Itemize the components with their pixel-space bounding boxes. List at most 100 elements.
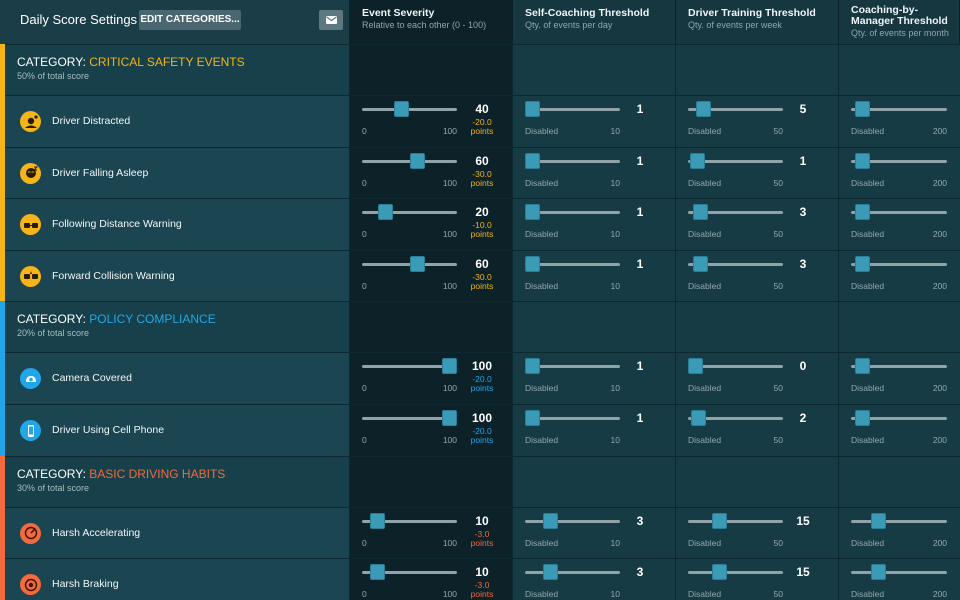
slider-max-label: 100 [442, 589, 457, 600]
slider-thumb[interactable] [688, 358, 703, 375]
driver-training-slider[interactable]: Disabled 50 [688, 203, 783, 243]
slider-max-label: 50 [773, 229, 783, 240]
slider-min-label: 0 [362, 537, 367, 548]
category-title: CATEGORY: CRITICAL SAFETY EVENTS [17, 55, 245, 69]
column-header-driver-training: Driver Training Threshold Qty. of events… [676, 0, 839, 44]
slider-min-label: Disabled [851, 229, 885, 240]
slider-thumb[interactable] [855, 358, 871, 375]
slider-thumb[interactable] [525, 255, 540, 272]
slider-thumb[interactable] [525, 152, 540, 169]
slider-thumb[interactable] [871, 512, 887, 529]
driver-training-slider[interactable]: Disabled 50 [688, 409, 783, 449]
slider-thumb[interactable] [370, 564, 385, 581]
slider-thumb[interactable] [542, 564, 558, 581]
slider-min-label: Disabled [688, 435, 722, 445]
slider-min-label: Disabled [525, 589, 559, 600]
self-coaching-slider[interactable]: Disabled 10 [525, 409, 620, 449]
slider-max-label: 50 [773, 589, 783, 600]
slider-thumb[interactable] [855, 255, 871, 272]
coaching-by-manager-slider[interactable]: Disabled 200 [851, 255, 947, 295]
category-accent-bar [0, 455, 5, 600]
self-coaching-slider[interactable]: Disabled 10 [525, 100, 620, 140]
driver-training-slider[interactable]: Disabled 50 [688, 152, 783, 192]
severity-value: 10 [475, 565, 489, 580]
self-coaching-slider[interactable]: Disabled 10 [525, 203, 620, 243]
points-delta: -3.0 points [464, 581, 500, 599]
coaching-by-manager-slider[interactable]: Disabled 200 [851, 512, 947, 552]
slider-track [688, 571, 783, 575]
edit-categories-button[interactable]: EDIT CATEGORIES... [139, 10, 241, 30]
event-row: Driver Distracted 0 100 40 -20.0 points Disabl… [0, 95, 960, 147]
coaching-by-manager-slider[interactable]: Disabled 200 [851, 357, 947, 397]
slider-thumb[interactable] [696, 101, 711, 117]
slider-thumb[interactable] [442, 410, 457, 426]
slider-thumb[interactable] [378, 204, 393, 221]
severity-slider[interactable]: 0 100 [362, 152, 457, 192]
slider-thumb[interactable] [525, 101, 540, 117]
driver-training-cell: Disabled 50 15 [676, 559, 839, 600]
slider-thumb[interactable] [525, 410, 540, 426]
slider-track [851, 211, 947, 215]
slider-thumb[interactable] [410, 152, 425, 169]
slider-thumb[interactable] [692, 255, 708, 272]
coaching-by-manager-slider[interactable]: Disabled 200 [851, 152, 947, 192]
category-title: CATEGORY: POLICY COMPLIANCE [17, 312, 216, 326]
driver-training-slider[interactable]: Disabled 50 [688, 563, 783, 600]
points-unit: points [470, 280, 494, 291]
category-header: CATEGORY: BASIC DRIVING HABITS 30% of tot… [0, 456, 350, 507]
slider-thumb[interactable] [689, 152, 705, 169]
severity-slider[interactable]: 0 100 [362, 512, 457, 552]
self-coaching-slider[interactable]: Disabled 10 [525, 563, 620, 600]
coaching-by-manager-slider[interactable]: Disabled 200 [851, 563, 947, 600]
coaching-by-manager-slider[interactable]: Disabled 200 [851, 203, 947, 243]
column-title: Driver Training Threshold [688, 7, 816, 19]
slider-thumb[interactable] [871, 564, 887, 581]
self-coaching-slider[interactable]: Disabled 10 [525, 357, 620, 397]
slider-thumb[interactable] [525, 204, 540, 221]
category-weight: 20% of total score [17, 328, 90, 339]
slider-thumb[interactable] [442, 358, 457, 375]
slider-thumb[interactable] [855, 410, 871, 426]
self-coaching-slider[interactable]: Disabled 10 [525, 512, 620, 552]
coaching-by-manager-slider[interactable]: Disabled 200 [851, 409, 947, 449]
event-label: Camera Covered [52, 372, 132, 385]
severity-slider[interactable]: 0 100 [362, 100, 457, 140]
slider-track [362, 365, 457, 369]
category-empty-cell [839, 456, 960, 507]
severity-slider[interactable]: 0 100 [362, 357, 457, 397]
severity-value: 40 [475, 102, 489, 116]
slider-thumb[interactable] [394, 101, 409, 117]
driver-training-slider[interactable]: Disabled 50 [688, 357, 783, 397]
severity-slider[interactable]: 0 100 [362, 563, 457, 600]
slider-thumb[interactable] [855, 152, 871, 169]
driver-training-slider[interactable]: Disabled 50 [688, 255, 783, 295]
slider-thumb[interactable] [855, 101, 871, 117]
severity-slider[interactable]: 0 100 [362, 409, 457, 449]
sleeping-driver-icon [20, 162, 41, 184]
coaching-by-manager-slider[interactable]: Disabled 200 [851, 100, 947, 140]
email-button[interactable] [319, 10, 343, 30]
slider-thumb[interactable] [691, 410, 707, 426]
slider-min-label: Disabled [851, 589, 885, 600]
driver-training-slider[interactable]: Disabled 50 [688, 100, 783, 140]
slider-thumb[interactable] [712, 512, 727, 529]
slider-thumb[interactable] [410, 255, 425, 272]
slider-min-label: Disabled [688, 126, 722, 136]
slider-thumb[interactable] [692, 204, 708, 221]
slider-max-label: 100 [442, 126, 457, 136]
self-coaching-slider[interactable]: Disabled 10 [525, 255, 620, 295]
slider-thumb[interactable] [855, 204, 871, 221]
severity-cell: 0 100 100 -20.0 points [350, 405, 513, 456]
slider-max-label: 200 [932, 229, 947, 240]
slider-thumb[interactable] [712, 564, 727, 581]
driver-training-slider[interactable]: Disabled 50 [688, 512, 783, 552]
slider-track [851, 571, 947, 575]
slider-thumb[interactable] [525, 358, 540, 375]
points-value: -20.0 [472, 426, 492, 436]
severity-slider[interactable]: 0 100 [362, 203, 457, 243]
slider-min-label: Disabled [851, 177, 885, 188]
slider-thumb[interactable] [370, 512, 385, 529]
severity-slider[interactable]: 0 100 [362, 255, 457, 295]
self-coaching-slider[interactable]: Disabled 10 [525, 152, 620, 192]
slider-thumb[interactable] [542, 512, 558, 529]
